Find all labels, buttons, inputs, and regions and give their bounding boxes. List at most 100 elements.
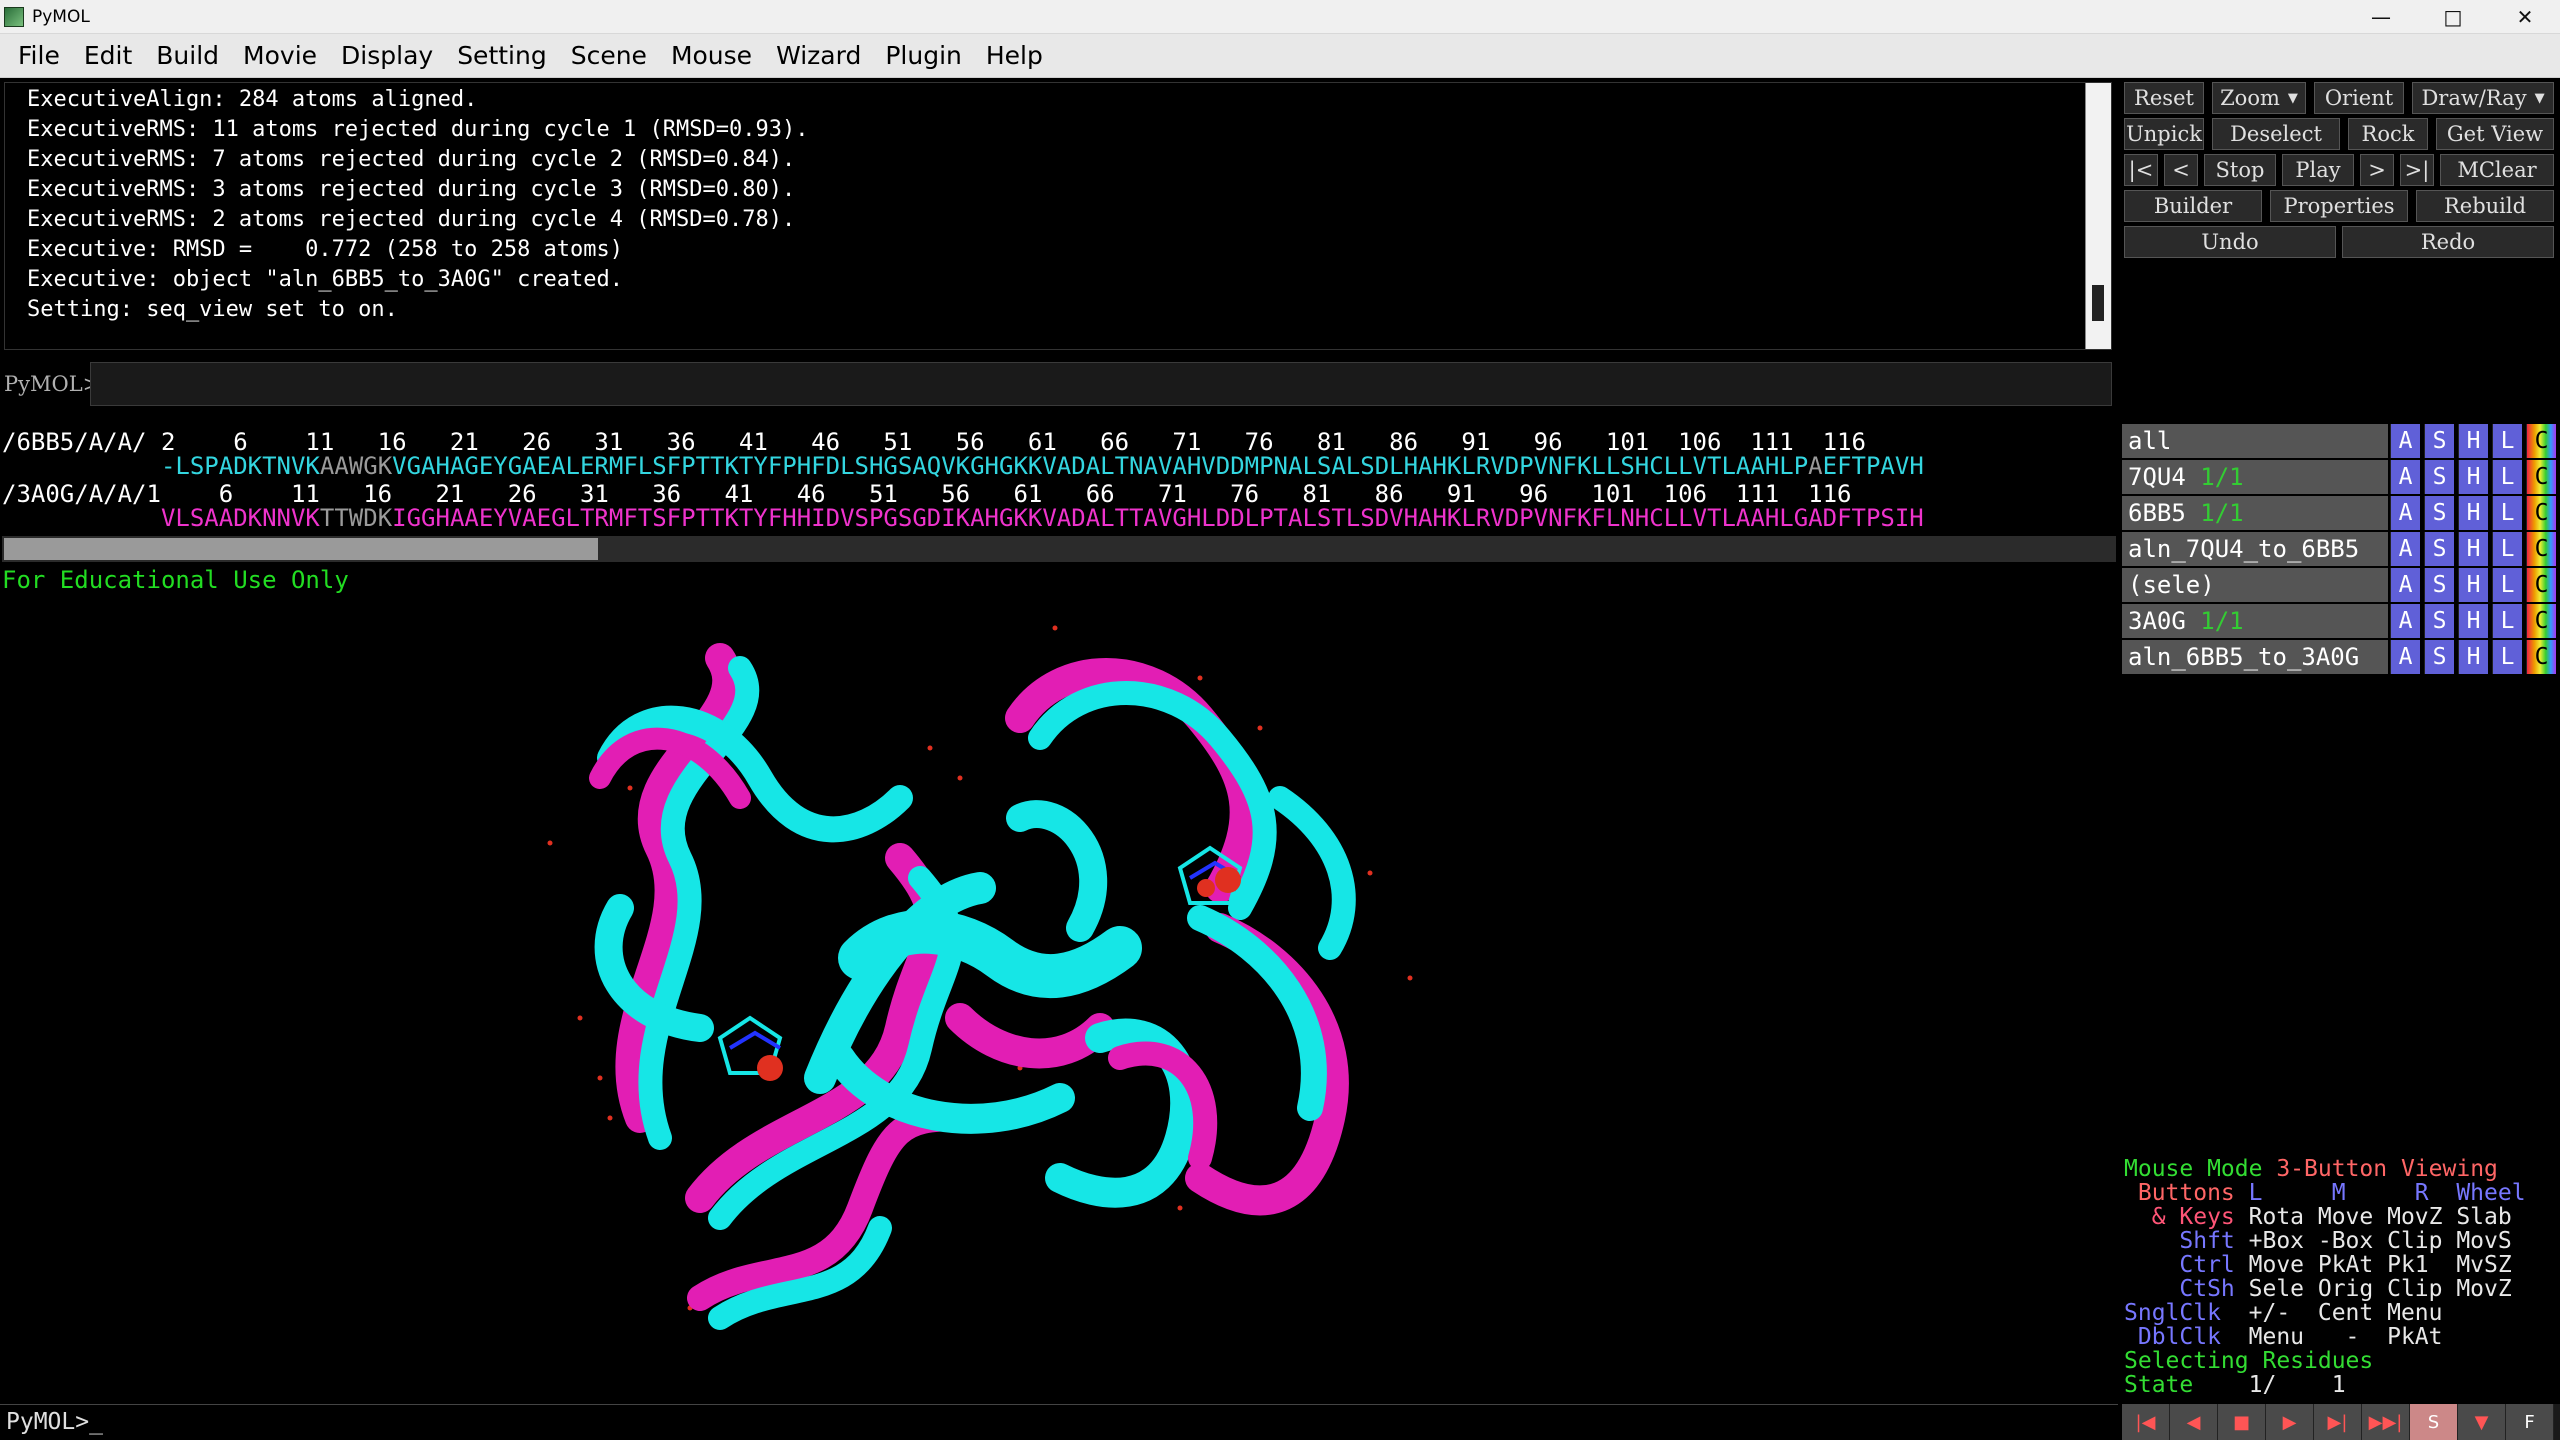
menu-plugin[interactable]: Plugin: [885, 40, 962, 70]
object-name[interactable]: 6BB5 1/1: [2122, 496, 2388, 530]
chevron-down-icon[interactable]: ▼: [2458, 1404, 2506, 1440]
hide-button[interactable]: H: [2458, 496, 2488, 530]
label-button[interactable]: L: [2492, 460, 2522, 494]
last-frame-icon[interactable]: ▶▶|: [2362, 1404, 2410, 1440]
seq-segment[interactable]: -LSPADKTNVK: [2, 452, 320, 480]
action-button[interactable]: A: [2390, 496, 2420, 530]
close-button[interactable]: ✕: [2516, 5, 2534, 29]
seq-segment[interactable]: VGAHAGEYGAEALERMFLSFPTTKTYFPHFDLSHGSAQVK…: [392, 452, 1809, 480]
rebuild-button[interactable]: Rebuild: [2416, 190, 2554, 222]
action-button[interactable]: A: [2390, 568, 2420, 602]
object-row-sele[interactable]: (sele) A S H L C: [2122, 568, 2560, 602]
hide-button[interactable]: H: [2458, 640, 2488, 674]
action-button[interactable]: A: [2390, 424, 2420, 458]
mclear-button[interactable]: MClear: [2440, 154, 2554, 186]
reset-button[interactable]: Reset: [2124, 82, 2204, 114]
mouse-mode-panel[interactable]: Mouse Mode 3-Button Viewing Buttons L M …: [2122, 1154, 2560, 1404]
seq-segment-unaligned[interactable]: AAWGK: [319, 452, 393, 480]
orient-button[interactable]: Orient: [2314, 82, 2404, 114]
menu-wizard[interactable]: Wizard: [776, 40, 862, 70]
seq-segment[interactable]: IGGHAAEYVAEGLTRMFTSFPTTKTYFHHIDVSPGSGDIK…: [392, 504, 1924, 532]
label-button[interactable]: L: [2492, 604, 2522, 638]
object-name[interactable]: (sele): [2122, 568, 2388, 602]
action-button[interactable]: A: [2390, 604, 2420, 638]
action-button[interactable]: A: [2390, 640, 2420, 674]
back-button[interactable]: <: [2164, 154, 2198, 186]
redo-button[interactable]: Redo: [2342, 226, 2554, 258]
output-scroll-thumb[interactable]: [2092, 285, 2104, 321]
color-button[interactable]: C: [2526, 532, 2556, 566]
menu-help[interactable]: Help: [985, 40, 1043, 70]
menu-display[interactable]: Display: [341, 40, 434, 70]
menu-build[interactable]: Build: [156, 40, 220, 70]
object-name[interactable]: 3A0G 1/1: [2122, 604, 2388, 638]
seq-segment[interactable]: EFTPAVH: [1822, 452, 1924, 480]
draw-ray-button[interactable]: Draw/Ray ▼: [2412, 82, 2554, 114]
color-button[interactable]: C: [2526, 604, 2556, 638]
label-button[interactable]: L: [2492, 568, 2522, 602]
sequence-toggle-button[interactable]: S: [2410, 1404, 2458, 1440]
hide-button[interactable]: H: [2458, 568, 2488, 602]
bottom-command-prompt[interactable]: PyMOL>_: [6, 1409, 103, 1435]
object-name[interactable]: all: [2122, 424, 2388, 458]
show-button[interactable]: S: [2424, 496, 2454, 530]
rewind-button[interactable]: |<: [2124, 154, 2158, 186]
maximize-button[interactable]: □: [2443, 5, 2463, 29]
menu-mouse[interactable]: Mouse: [670, 40, 753, 70]
undo-button[interactable]: Undo: [2124, 226, 2336, 258]
color-button[interactable]: C: [2526, 496, 2556, 530]
show-button[interactable]: S: [2424, 460, 2454, 494]
action-button[interactable]: A: [2390, 532, 2420, 566]
menu-movie[interactable]: Movie: [243, 40, 318, 70]
bottom-command-line[interactable]: PyMOL>_: [0, 1404, 2118, 1440]
output-scrollbar[interactable]: [2085, 83, 2111, 349]
hide-button[interactable]: H: [2458, 424, 2488, 458]
stop-button[interactable]: Stop: [2204, 154, 2276, 186]
object-name[interactable]: aln_7QU4_to_6BB5: [2122, 532, 2388, 566]
color-button[interactable]: C: [2526, 640, 2556, 674]
object-name[interactable]: aln_6BB5_to_3A0G: [2122, 640, 2388, 674]
object-row-3a0g[interactable]: 3A0G 1/1 A S H L C: [2122, 604, 2560, 638]
seq-row-3a0g[interactable]: VLSAADKNNVKTTWDKIGGHAAEYVAEGLTRMFTSFPTTK…: [2, 504, 1924, 532]
hide-button[interactable]: H: [2458, 604, 2488, 638]
minimize-button[interactable]: —: [2371, 5, 2391, 29]
sequence-viewer[interactable]: /6BB5/A/A/ 2 6 11 16 21 26 31 36 41 46 5…: [0, 422, 2118, 564]
object-row-all[interactable]: all A S H L C: [2122, 424, 2560, 458]
color-button[interactable]: C: [2526, 424, 2556, 458]
play-icon[interactable]: ▶: [2266, 1404, 2314, 1440]
unpick-button[interactable]: Unpick: [2124, 118, 2204, 150]
color-button[interactable]: C: [2526, 460, 2556, 494]
object-row-7qu4[interactable]: 7QU4 1/1 A S H L C: [2122, 460, 2560, 494]
command-input[interactable]: [90, 362, 2112, 406]
zoom-button[interactable]: Zoom ▼: [2212, 82, 2306, 114]
label-button[interactable]: L: [2492, 532, 2522, 566]
molecule-viewport[interactable]: [0, 598, 2118, 1404]
object-name[interactable]: 7QU4 1/1: [2122, 460, 2388, 494]
show-button[interactable]: S: [2424, 604, 2454, 638]
menu-file[interactable]: File: [18, 40, 60, 70]
get-view-button[interactable]: Get View: [2436, 118, 2554, 150]
hide-button[interactable]: H: [2458, 460, 2488, 494]
stop-icon[interactable]: ■: [2218, 1404, 2266, 1440]
forward-button[interactable]: >: [2360, 154, 2394, 186]
show-button[interactable]: S: [2424, 532, 2454, 566]
seq-segment[interactable]: VLSAADKNNVK: [2, 504, 320, 532]
prev-frame-icon[interactable]: ◀: [2170, 1404, 2218, 1440]
show-button[interactable]: S: [2424, 568, 2454, 602]
label-button[interactable]: L: [2492, 640, 2522, 674]
rock-button[interactable]: Rock: [2348, 118, 2428, 150]
fullscreen-button[interactable]: F: [2506, 1404, 2554, 1440]
menu-edit[interactable]: Edit: [83, 40, 133, 70]
label-button[interactable]: L: [2492, 496, 2522, 530]
seq-segment-unaligned[interactable]: TTWDK: [319, 504, 393, 532]
first-frame-icon[interactable]: |◀: [2122, 1404, 2170, 1440]
object-row-aln-7qu4-6bb5[interactable]: aln_7QU4_to_6BB5 A S H L C: [2122, 532, 2560, 566]
next-frame-icon[interactable]: ▶|: [2314, 1404, 2362, 1440]
properties-button[interactable]: Properties: [2270, 190, 2408, 222]
seq-row-6bb5[interactable]: -LSPADKTNVKAAWGKVGAHAGEYGAEALERMFLSFPTTK…: [2, 452, 1924, 480]
menu-setting[interactable]: Setting: [457, 40, 547, 70]
label-button[interactable]: L: [2492, 424, 2522, 458]
seq-segment-unaligned[interactable]: A: [1808, 452, 1823, 480]
sequence-scrollbar[interactable]: [2, 536, 2116, 562]
color-button[interactable]: C: [2526, 568, 2556, 602]
